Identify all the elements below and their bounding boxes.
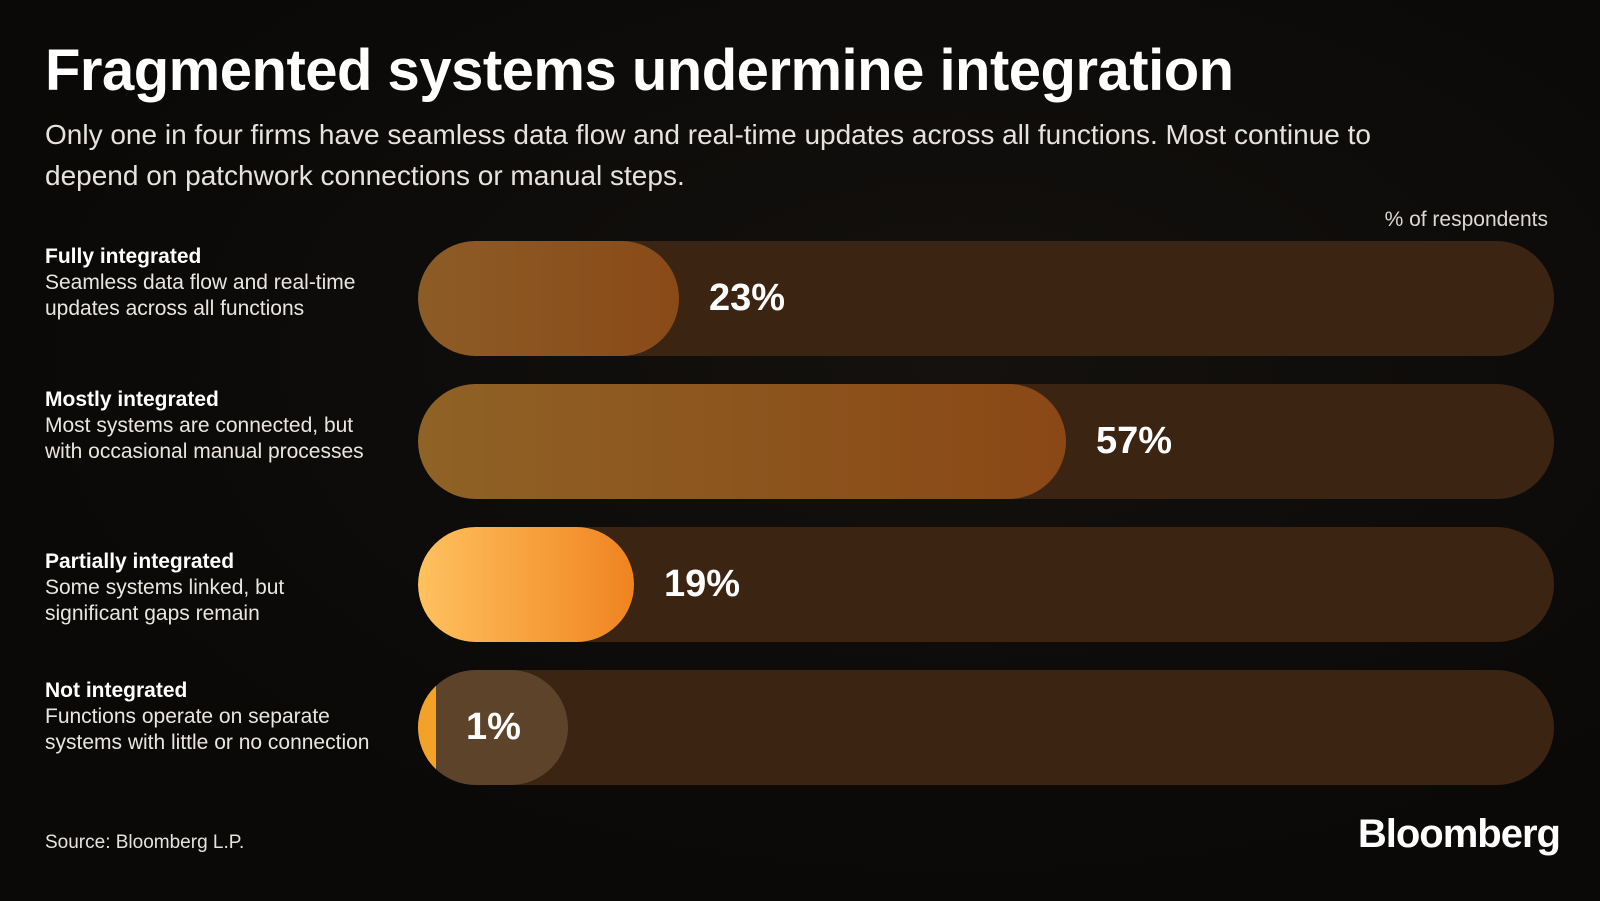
category-description: Some systems linked, but significant gap…	[45, 576, 285, 625]
bar-track	[418, 670, 1554, 785]
category-description: Functions operate on separate systems wi…	[45, 705, 370, 754]
value-label-not-integrated: 1%	[466, 706, 521, 748]
value-label-backdrop	[418, 670, 568, 785]
value-label-fully-integrated: 23%	[709, 277, 786, 319]
category-label-partially-integrated: Partially integrated Some systems linked…	[45, 549, 375, 627]
category-description: Seamless data flow and real-time updates…	[45, 271, 356, 320]
category-description: Most systems are connected, but with occ…	[45, 414, 364, 463]
bar-not-integrated	[418, 670, 436, 785]
source-note: Source: Bloomberg L.P.	[45, 832, 245, 853]
category-name: Mostly integrated	[45, 388, 219, 411]
bar-track	[418, 384, 1554, 499]
value-label-partially-integrated: 19%	[664, 563, 741, 605]
category-name: Fully integrated	[45, 245, 202, 268]
bar-partially-integrated	[418, 527, 634, 642]
chart-subtitle: Only one in four firms have seamless dat…	[45, 119, 1371, 191]
chart-title: Fragmented systems undermine integration	[45, 38, 1234, 103]
category-label-not-integrated: Not integrated Functions operate on sepa…	[45, 678, 375, 756]
unit-label: % of respondents	[1384, 208, 1548, 231]
value-label-mostly-integrated: 57%	[1096, 420, 1173, 462]
category-label-mostly-integrated: Mostly integrated Most systems are conne…	[45, 387, 375, 465]
category-name: Not integrated	[45, 679, 188, 702]
category-label-fully-integrated: Fully integrated Seamless data flow and …	[45, 244, 375, 322]
category-name: Partially integrated	[45, 550, 235, 573]
bar-fully-integrated	[418, 241, 679, 356]
bloomberg-logo: Bloomberg	[1357, 812, 1561, 856]
bar-track	[418, 527, 1554, 642]
bar-track	[418, 241, 1554, 356]
bar-mostly-integrated	[418, 384, 1066, 499]
